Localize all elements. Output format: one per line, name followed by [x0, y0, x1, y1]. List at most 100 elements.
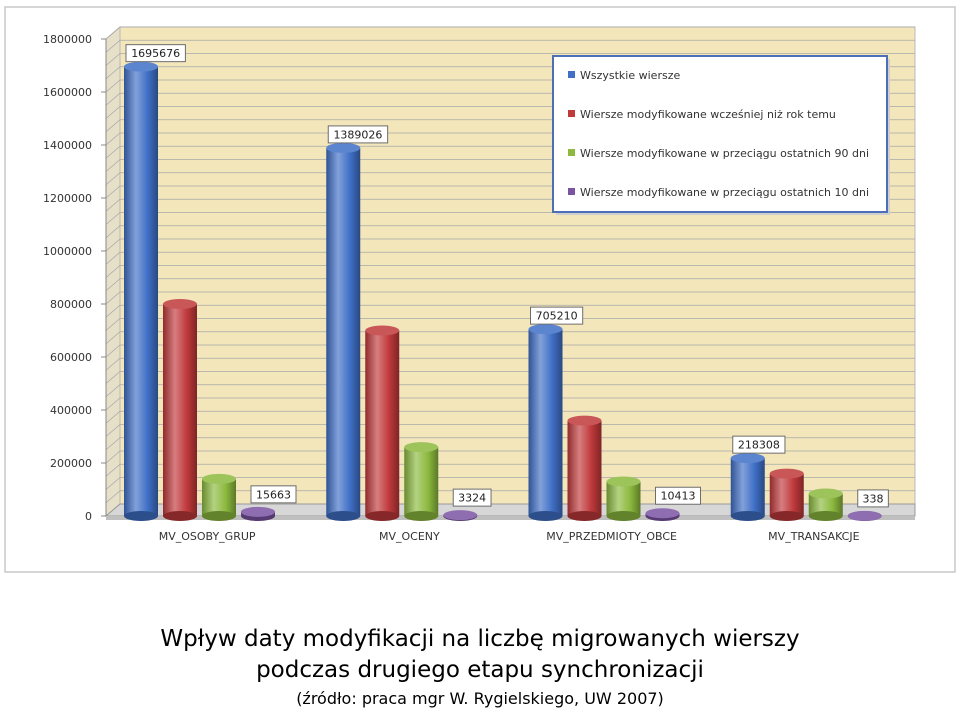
data-label-text: 705210 — [536, 310, 578, 323]
data-label-text: 1695676 — [131, 47, 180, 60]
legend-box — [552, 55, 888, 213]
bar-bottom — [769, 511, 804, 521]
bar — [808, 488, 843, 521]
data-label: 705210 — [530, 306, 584, 325]
data-label-text: 1389026 — [333, 128, 382, 141]
caption-line-2: podczas drugiego etapu synchronizacji — [256, 657, 704, 683]
chart-floor-edge — [106, 516, 915, 520]
grid-line — [105, 26, 915, 40]
bar-top — [202, 473, 236, 484]
grid-line — [105, 437, 915, 451]
legend-swatch — [568, 188, 575, 195]
data-label-box — [655, 486, 701, 505]
bar-body — [769, 473, 804, 516]
bars — [124, 61, 882, 521]
bar-top — [645, 508, 680, 519]
data-label-box — [250, 485, 297, 504]
bar-bottom — [808, 511, 843, 521]
bar-top — [808, 488, 843, 499]
caption-line-1: Wpływ daty modyfikacji na liczbę migrowa… — [160, 626, 800, 652]
legend-label: Wiersze modyfikowane w przeciągu ostatni… — [580, 186, 869, 199]
grid-line — [105, 463, 915, 477]
bar-top — [847, 510, 882, 521]
grid-line — [105, 397, 915, 411]
bar — [528, 324, 563, 521]
legend-swatch — [568, 110, 575, 117]
data-label: 338 — [857, 489, 889, 508]
bar — [769, 468, 804, 521]
chart: 0 200000 400000 600000 800000 1000000 1200000 1… — [4, 6, 956, 573]
data-label-text: 10413 — [661, 490, 696, 503]
chart-svg: 0 200000 400000 600000 800000 1000000 1200000 1… — [4, 6, 956, 573]
bar-body — [606, 481, 641, 516]
data-label-text: 338 — [863, 492, 884, 505]
bar — [645, 508, 680, 521]
data-label-box — [452, 488, 492, 507]
data-label-text: 15663 — [256, 488, 291, 501]
bar-bottom — [202, 511, 236, 521]
data-label-box — [857, 489, 889, 508]
bar-top — [124, 61, 158, 72]
y-tick-label: 400000 — [50, 404, 92, 417]
bar-body — [730, 458, 765, 516]
bar — [326, 142, 361, 521]
grid-line — [105, 39, 915, 53]
grid-line — [105, 424, 915, 437]
grid-line — [105, 410, 915, 424]
grid-line — [105, 251, 915, 265]
y-axis: 0 200000 400000 600000 800000 1000000 1200000 1… — [43, 33, 107, 523]
bar-bottom — [567, 511, 602, 521]
data-labels: 1695676 1389026 705210 218308 15663 3324 10413… — [125, 44, 889, 508]
data-label-box — [125, 44, 186, 63]
bar-top — [163, 299, 197, 309]
bar-body — [567, 420, 602, 516]
data-label-box — [327, 125, 389, 144]
bar-bottom — [528, 511, 563, 521]
bar — [606, 476, 641, 521]
bar — [443, 510, 478, 521]
bar-bottom — [730, 511, 765, 521]
data-label: 1695676 — [125, 44, 186, 63]
legend-label: Wszystkie wiersze — [580, 69, 680, 82]
grid-line — [105, 357, 915, 371]
data-label: 10413 — [655, 486, 701, 505]
data-label: 3324 — [452, 488, 492, 507]
legend-item: Wszystkie wiersze — [568, 69, 680, 82]
bar-body — [808, 493, 843, 516]
grid-line — [105, 318, 915, 331]
grid-line — [105, 304, 915, 318]
legend-swatch — [568, 71, 575, 78]
grid-lines — [105, 26, 915, 517]
bar-top — [567, 415, 602, 426]
bar-bottom — [124, 511, 158, 521]
x-tick-label: MV_OSOBY_GRUP — [159, 530, 256, 543]
grid-line — [105, 477, 915, 490]
data-label: 15663 — [250, 485, 297, 504]
bar-bottom — [606, 511, 641, 521]
y-tick-label: 0 — [85, 510, 92, 523]
bar-top — [528, 324, 563, 335]
data-label: 1389026 — [327, 125, 389, 144]
legend-label: Wiersze modyfikowane wcześniej niż rok t… — [580, 108, 836, 121]
bar-top — [606, 476, 641, 487]
bar-top — [404, 442, 439, 453]
y-tick-label: 1800000 — [43, 33, 92, 46]
grid-line — [105, 278, 915, 292]
bar — [847, 510, 882, 521]
x-tick-label: MV_OCENY — [379, 530, 440, 543]
x-tick-label: MV_PRZEDMIOTY_OBCE — [546, 530, 677, 543]
y-tick-label: 600000 — [50, 351, 92, 364]
y-tick-label: 200000 — [50, 457, 92, 470]
bar — [567, 415, 602, 521]
bar-bottom — [326, 511, 361, 521]
grid-line — [105, 371, 915, 384]
bar-bottom — [365, 511, 400, 521]
data-label-text: 218308 — [738, 439, 780, 452]
data-label: 218308 — [732, 435, 786, 454]
y-tick-label: 800000 — [50, 298, 92, 311]
bar-bottom — [404, 511, 439, 521]
grid-line — [105, 384, 915, 398]
bar-bottom — [163, 511, 197, 521]
y-tick-label: 1200000 — [43, 192, 92, 205]
grid-line — [105, 238, 915, 252]
